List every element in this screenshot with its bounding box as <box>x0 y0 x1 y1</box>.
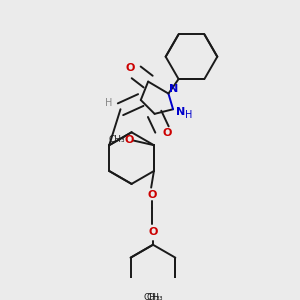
Text: O: O <box>147 190 157 200</box>
Text: H: H <box>185 110 192 120</box>
Text: N: N <box>176 107 185 117</box>
Text: O: O <box>125 63 134 73</box>
Text: O: O <box>124 135 134 145</box>
Text: CH₃: CH₃ <box>146 293 163 300</box>
Text: CH₃: CH₃ <box>109 135 125 144</box>
Text: N: N <box>169 84 178 94</box>
Text: O: O <box>148 227 158 237</box>
Text: CH₃: CH₃ <box>143 293 160 300</box>
Text: O: O <box>163 128 172 138</box>
Text: H: H <box>105 98 112 108</box>
